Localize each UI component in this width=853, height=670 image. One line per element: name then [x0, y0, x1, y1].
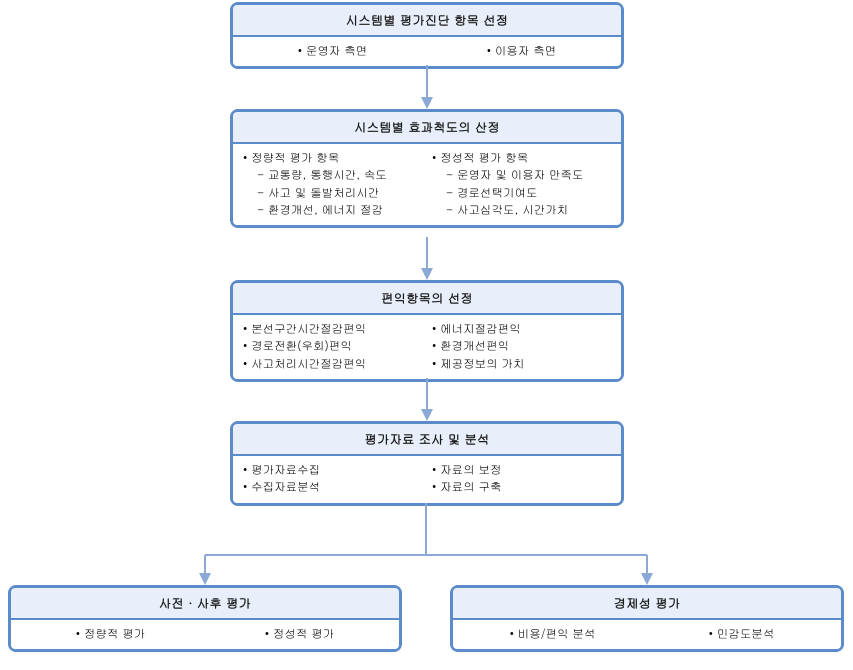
list-item: 자료의 구축 — [432, 479, 611, 496]
box-body: 비용/편익 분석 민감도분석 — [453, 620, 841, 649]
bullet-list: 민감도분석 — [652, 626, 831, 643]
box-column: 정성적 평가 — [210, 626, 389, 643]
list-item: 이용자 측면 — [432, 43, 611, 60]
bullet-list: 자료의 보정자료의 구축 — [432, 462, 611, 497]
bullet-list: 정성적 평가 항목운영자 및 이용자 만족도경로선택기여도사고심각도, 시간가치 — [432, 150, 611, 219]
box-column: 자료의 보정자료의 구축 — [432, 462, 611, 497]
box-title: 사전 · 사후 평가 — [11, 588, 399, 620]
box-column: 이용자 측면 — [432, 43, 611, 60]
box-column: 에너지절감편익환경개선편익제공정보의 가치 — [432, 321, 611, 373]
box-body: 정량적 평가 정성적 평가 — [11, 620, 399, 649]
flow-box-b3: 편익항목의 선정본선구간시간절감편익경로전환(우회)편익사고처리시간절감편익에너… — [230, 280, 624, 382]
list-item: 민감도분석 — [652, 626, 831, 643]
list-item: 사고처리시간절감편익 — [243, 356, 422, 373]
bullet-list: 평가자료수집수집자료분석 — [243, 462, 422, 497]
list-item: 정량적 평가 — [21, 626, 200, 643]
flow-arrow — [417, 65, 437, 109]
box-column: 본선구간시간절감편익경로전환(우회)편익사고처리시간절감편익 — [243, 321, 422, 373]
box-title: 시스템별 효과척도의 산정 — [233, 112, 621, 144]
box-column: 비용/편익 분석 — [463, 626, 642, 643]
box-column: 평가자료수집수집자료분석 — [243, 462, 422, 497]
dash-list: 교통량, 통행시간, 속도사고 및 돌발처리시간환경개선, 에너지 절감 — [243, 167, 422, 219]
list-item: 본선구간시간절감편익 — [243, 321, 422, 338]
flow-box-b2: 시스템별 효과척도의 산정정량적 평가 항목교통량, 통행시간, 속도사고 및 … — [230, 109, 624, 228]
box-column: 정성적 평가 항목운영자 및 이용자 만족도경로선택기여도사고심각도, 시간가치 — [432, 150, 611, 219]
box-title: 평가자료 조사 및 분석 — [233, 424, 621, 456]
list-heading: 정성적 평가 항목운영자 및 이용자 만족도경로선택기여도사고심각도, 시간가치 — [432, 150, 611, 219]
list-item: 환경개선, 에너지 절감 — [257, 202, 422, 219]
box-column: 정량적 평가 — [21, 626, 200, 643]
bullet-list: 비용/편익 분석 — [463, 626, 642, 643]
bullet-list: 정량적 평가 — [21, 626, 200, 643]
list-item: 평가자료수집 — [243, 462, 422, 479]
list-item: 경로선택기여도 — [446, 185, 611, 202]
list-item: 제공정보의 가치 — [432, 356, 611, 373]
flow-arrow — [417, 237, 437, 280]
list-item: 교통량, 통행시간, 속도 — [257, 167, 422, 184]
list-item: 경로전환(우회)편익 — [243, 338, 422, 355]
list-item: 운영자 및 이용자 만족도 — [446, 167, 611, 184]
flow-box-b4: 평가자료 조사 및 분석평가자료수집수집자료분석 자료의 보정자료의 구축 — [230, 421, 624, 506]
list-item: 사고심각도, 시간가치 — [446, 202, 611, 219]
bullet-list: 에너지절감편익환경개선편익제공정보의 가치 — [432, 321, 611, 373]
bullet-list: 정성적 평가 — [210, 626, 389, 643]
bullet-list: 이용자 측면 — [432, 43, 611, 60]
list-item: 사고 및 돌발처리시간 — [257, 185, 422, 202]
bullet-list: 정량적 평가 항목교통량, 통행시간, 속도사고 및 돌발처리시간환경개선, 에… — [243, 150, 422, 219]
list-heading: 정량적 평가 항목교통량, 통행시간, 속도사고 및 돌발처리시간환경개선, 에… — [243, 150, 422, 219]
bullet-list: 본선구간시간절감편익경로전환(우회)편익사고처리시간절감편익 — [243, 321, 422, 373]
list-item: 비용/편익 분석 — [463, 626, 642, 643]
box-title: 편익항목의 선정 — [233, 283, 621, 315]
flow-box-b5: 사전 · 사후 평가정량적 평가 정성적 평가 — [8, 585, 402, 652]
list-item: 정성적 평가 — [210, 626, 389, 643]
bullet-list: 운영자 측면 — [243, 43, 422, 60]
list-item: 자료의 보정 — [432, 462, 611, 479]
flow-arrow — [417, 378, 437, 421]
list-item: 환경개선편익 — [432, 338, 611, 355]
box-column: 민감도분석 — [652, 626, 831, 643]
flow-box-b1: 시스템별 평가진단 항목 선정운영자 측면 이용자 측면 — [230, 2, 624, 69]
box-column: 운영자 측면 — [243, 43, 422, 60]
list-item: 에너지절감편익 — [432, 321, 611, 338]
list-item: 운영자 측면 — [243, 43, 422, 60]
box-body: 운영자 측면 이용자 측면 — [233, 37, 621, 66]
box-title: 시스템별 평가진단 항목 선정 — [233, 5, 621, 37]
dash-list: 운영자 및 이용자 만족도경로선택기여도사고심각도, 시간가치 — [432, 167, 611, 219]
flow-box-b6: 경제성 평가비용/편익 분석 민감도분석 — [450, 585, 844, 652]
box-body: 정량적 평가 항목교통량, 통행시간, 속도사고 및 돌발처리시간환경개선, 에… — [233, 144, 621, 225]
box-body: 본선구간시간절감편익경로전환(우회)편익사고처리시간절감편익에너지절감편익환경개… — [233, 315, 621, 379]
box-column: 정량적 평가 항목교통량, 통행시간, 속도사고 및 돌발처리시간환경개선, 에… — [243, 150, 422, 219]
box-body: 평가자료수집수집자료분석 자료의 보정자료의 구축 — [233, 456, 621, 503]
list-item: 수집자료분석 — [243, 479, 422, 496]
box-title: 경제성 평가 — [453, 588, 841, 620]
